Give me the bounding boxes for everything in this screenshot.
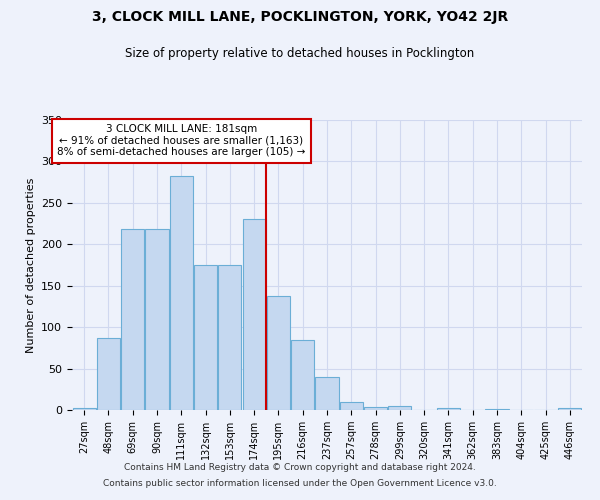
Bar (291, 340, 314, 410)
Bar (388, 406, 412, 410)
Bar (145, 228, 169, 410)
Bar (559, 408, 581, 410)
Bar (485, 409, 509, 410)
Bar (267, 296, 290, 410)
Bar (437, 408, 460, 410)
Text: 3 CLOCK MILL LANE: 181sqm
← 91% of detached houses are smaller (1,163)
8% of sem: 3 CLOCK MILL LANE: 181sqm ← 91% of detac… (57, 124, 305, 158)
Bar (242, 218, 266, 410)
Bar (218, 265, 241, 410)
Y-axis label: Number of detached properties: Number of detached properties (26, 178, 35, 352)
Text: Size of property relative to detached houses in Pocklington: Size of property relative to detached ho… (125, 48, 475, 60)
Bar (73, 408, 95, 410)
Bar (340, 402, 363, 410)
Bar (170, 176, 193, 410)
Bar (121, 230, 144, 410)
Text: 3, CLOCK MILL LANE, POCKLINGTON, YORK, YO42 2JR: 3, CLOCK MILL LANE, POCKLINGTON, YORK, Y… (92, 10, 508, 24)
Text: Contains HM Land Registry data © Crown copyright and database right 2024.: Contains HM Land Registry data © Crown c… (124, 464, 476, 472)
Text: Contains public sector information licensed under the Open Government Licence v3: Contains public sector information licen… (103, 478, 497, 488)
Bar (97, 338, 120, 410)
Bar (194, 265, 217, 410)
Bar (364, 406, 387, 410)
Bar (316, 377, 338, 410)
